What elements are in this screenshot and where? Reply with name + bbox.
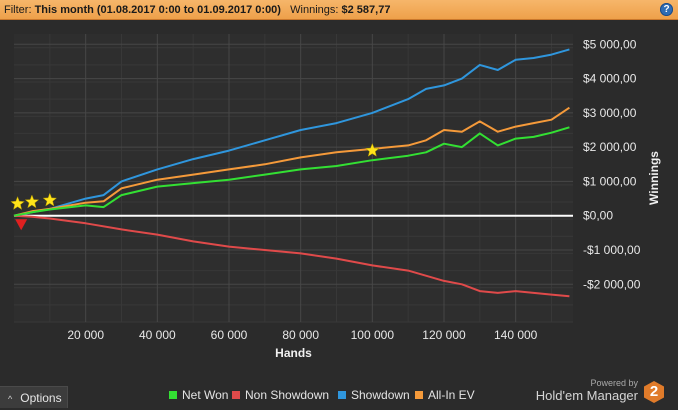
y-tick-label: $3 000,00 <box>583 106 637 120</box>
series-line-net-won <box>13 126 570 217</box>
legend-item[interactable]: Showdown <box>338 388 410 402</box>
options-label: Options <box>20 391 62 405</box>
y-tick-label: -$1 000,00 <box>583 243 641 257</box>
star-marker-icon <box>24 194 40 209</box>
legend-swatch <box>338 391 346 399</box>
y-tick-label: -$2 000,00 <box>583 277 641 291</box>
y-tick-label: $2 000,00 <box>583 140 637 154</box>
star-marker-icon <box>42 192 58 207</box>
x-tick-label: 80 000 <box>282 328 319 342</box>
filter-label: Filter: <box>4 4 32 16</box>
legend-label: All-In EV <box>428 388 475 402</box>
options-button[interactable]: ^ Options <box>0 386 68 408</box>
x-tick-label: 60 000 <box>211 328 248 342</box>
legend-label: Net Won <box>182 388 229 402</box>
chart-legend: Net Won Non Showdown Showdown All-In EV <box>0 388 678 402</box>
chevron-up-icon: ^ <box>8 394 13 404</box>
plot-area <box>14 34 573 322</box>
series-line-all-in-ev <box>13 106 570 217</box>
series-line-showdown <box>13 48 570 217</box>
winnings-value: $2 587,77 <box>341 4 391 16</box>
legend-swatch <box>169 391 177 399</box>
legend-item[interactable]: All-In EV <box>415 388 475 402</box>
legend-swatch <box>415 391 423 399</box>
brand: Powered by Hold'em Manager 2 <box>536 378 664 404</box>
winnings-label: Winnings: <box>290 4 339 16</box>
hexagon-logo-icon: 2 <box>644 381 664 403</box>
filter-period: This month (01.08.2017 0:00 to 01.09.201… <box>34 4 281 16</box>
y-tick-label: $1 000,00 <box>583 174 637 188</box>
filter-bar[interactable]: Filter: This month (01.08.2017 0:00 to 0… <box>0 0 678 20</box>
star-marker-icon <box>365 142 380 157</box>
x-axis-label: Hands <box>275 346 312 360</box>
x-tick-label: 120 000 <box>422 328 466 342</box>
legend-label: Non Showdown <box>245 388 330 402</box>
x-tick-label: 20 000 <box>67 328 104 342</box>
x-tick-label: 40 000 <box>139 328 176 342</box>
x-tick-label: 100 000 <box>351 328 395 342</box>
legend-item[interactable]: Non Showdown <box>232 388 329 402</box>
brand-name: Hold'em Manager <box>535 388 638 403</box>
legend-item[interactable]: Net Won <box>169 388 228 402</box>
triangle-down-marker-icon <box>15 219 28 231</box>
powered-by-text: Powered by <box>590 378 638 388</box>
y-axis-label: Winnings <box>647 151 661 205</box>
y-tick-label: $5 000,00 <box>583 37 637 51</box>
legend-label: Showdown <box>351 388 410 402</box>
series-line-non-showdown <box>13 214 570 298</box>
y-tick-label: $4 000,00 <box>583 72 637 86</box>
winnings-chart: $5 000,00 $4 000,00 $3 000,00 $2 000,00 $1 0… <box>10 34 661 360</box>
question-icon[interactable]: ? <box>660 3 673 16</box>
x-tick-label: 140 000 <box>494 328 538 342</box>
star-marker-icon <box>10 195 25 210</box>
legend-swatch <box>232 391 240 399</box>
y-tick-label: $0,00 <box>583 209 613 223</box>
